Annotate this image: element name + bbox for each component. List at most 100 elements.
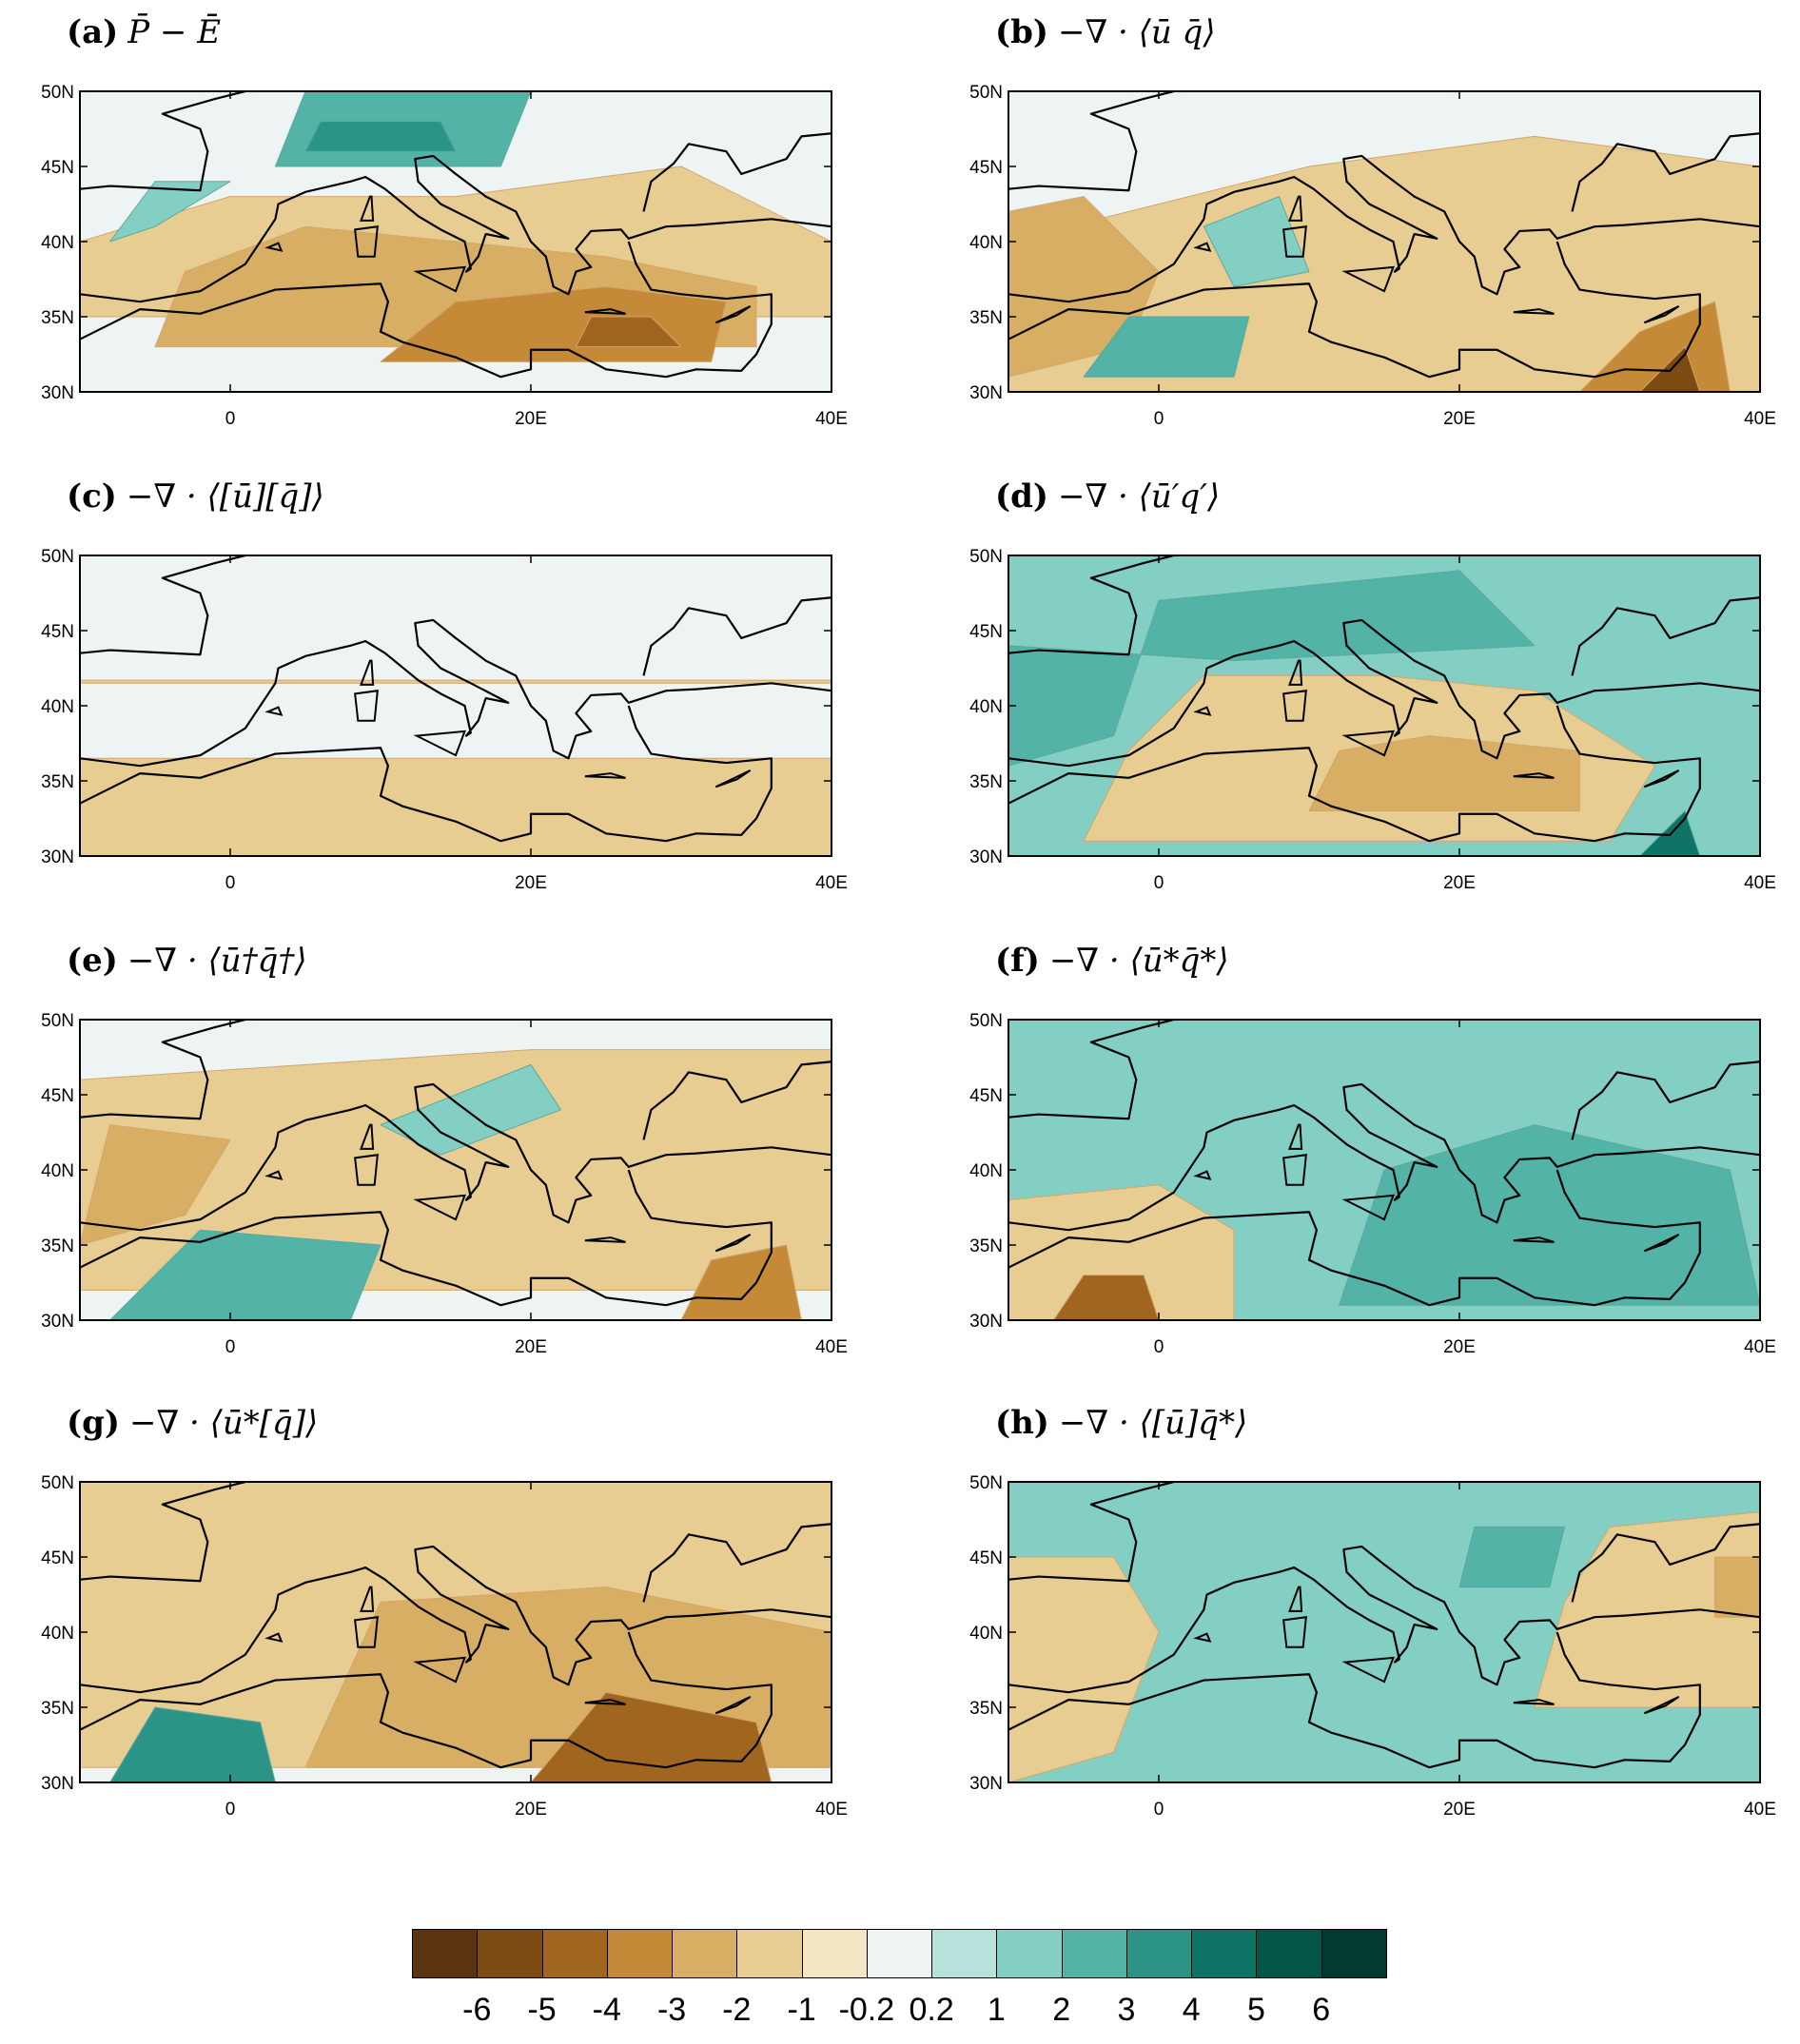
x-tick-label: 0 bbox=[1154, 1337, 1164, 1357]
y-tick-label: 40N bbox=[969, 697, 1003, 717]
contour-patch bbox=[1083, 316, 1250, 378]
x-tick-label: 20E bbox=[515, 1337, 547, 1357]
island-outline bbox=[1282, 225, 1307, 258]
contour-patch bbox=[80, 757, 832, 856]
x-tick-label: 0 bbox=[225, 873, 236, 893]
island-outline bbox=[1288, 1586, 1303, 1612]
island-outline bbox=[1513, 1699, 1555, 1705]
panel-e: (e) −∇ · ⟨ū†q̄†⟩ 30N 35N 40N 45N 50N 0 20E 40E bbox=[0, 928, 856, 1366]
panel-expression: −∇ · ⟨ū†q̄†⟩ bbox=[127, 942, 307, 980]
island-outline bbox=[1341, 1194, 1395, 1221]
y-tick-label: 35N bbox=[969, 308, 1003, 328]
y-tick-label: 50N bbox=[41, 1011, 74, 1031]
contour-patch bbox=[109, 1229, 382, 1320]
colorbar-label: 4 bbox=[1182, 1992, 1201, 2028]
island-outline bbox=[1282, 1154, 1307, 1186]
island-outline bbox=[413, 1656, 466, 1684]
colorbar-swatch bbox=[996, 1929, 1063, 1978]
y-tick-label: 50N bbox=[41, 83, 74, 103]
y-tick-label: 30N bbox=[969, 383, 1003, 403]
coastline bbox=[80, 1082, 832, 1232]
coastline bbox=[80, 1169, 773, 1307]
colorbar-label: -5 bbox=[527, 1992, 557, 2028]
island-outline bbox=[1193, 1170, 1212, 1180]
coastline bbox=[1008, 91, 1175, 192]
island-outline bbox=[1193, 706, 1212, 716]
colorbar-swatch bbox=[606, 1929, 674, 1978]
coastline bbox=[80, 705, 773, 843]
panel-title: (f) −∇ · ⟨ū*q̄*⟩ bbox=[995, 942, 1229, 980]
island-outline bbox=[584, 1236, 626, 1243]
x-tick-label: 20E bbox=[515, 873, 547, 893]
coastline bbox=[1008, 555, 1175, 656]
coastline bbox=[1008, 618, 1760, 768]
y-tick-label: 50N bbox=[969, 1473, 1003, 1493]
y-tick-label: 45N bbox=[969, 622, 1003, 642]
y-tick-label: 35N bbox=[969, 772, 1003, 792]
y-tick-label: 40N bbox=[969, 1161, 1003, 1181]
island-outline bbox=[264, 1632, 284, 1643]
island-outline bbox=[354, 1154, 379, 1186]
coastline bbox=[80, 1482, 246, 1583]
map-g: 30N 35N 40N 45N 50N 0 20E 40E bbox=[41, 1473, 848, 1820]
x-tick-label: 0 bbox=[1154, 409, 1164, 429]
panel-letter: (d) bbox=[995, 477, 1048, 516]
y-tick-label: 35N bbox=[41, 772, 74, 792]
colorbar-label: -2 bbox=[722, 1992, 752, 2028]
x-tick-label: 0 bbox=[1154, 873, 1164, 893]
island-outline bbox=[354, 690, 379, 722]
island-outline bbox=[1341, 1656, 1395, 1684]
island-outline bbox=[714, 1234, 752, 1253]
x-tick-label: 40E bbox=[815, 1800, 848, 1820]
colorbar-swatch bbox=[736, 1929, 803, 1978]
coastline bbox=[1571, 1061, 1760, 1140]
colorbar-swatch bbox=[1061, 1929, 1127, 1978]
coastline bbox=[1571, 1523, 1760, 1603]
x-tick-label: 40E bbox=[1744, 873, 1776, 893]
island-outline bbox=[264, 706, 284, 716]
coastline bbox=[80, 154, 832, 303]
contour-patch bbox=[1008, 1184, 1235, 1320]
coastline bbox=[80, 555, 246, 656]
colorbar-label: 3 bbox=[1117, 1992, 1136, 2028]
contour-patch bbox=[1008, 1556, 1160, 1782]
island-outline bbox=[354, 225, 379, 258]
y-tick-label: 45N bbox=[41, 158, 74, 178]
island-outline bbox=[584, 772, 626, 779]
map-c: 30N 35N 40N 45N 50N 0 20E 40E bbox=[41, 547, 848, 893]
colorbar-label: 1 bbox=[987, 1992, 1006, 2028]
panel-letter: (g) bbox=[67, 1404, 120, 1442]
island-outline bbox=[264, 242, 284, 252]
colorbar-swatch bbox=[801, 1929, 868, 1978]
panel-title: (d) −∇ · ⟨ū′q′⟩ bbox=[995, 477, 1220, 516]
colorbar-swatch bbox=[1125, 1929, 1193, 1978]
coastline bbox=[1571, 596, 1760, 676]
contour-patch bbox=[1203, 196, 1310, 287]
island-outline bbox=[714, 1696, 752, 1715]
panel-a: (a) P̄ − Ē 30N 35N 40N 45N 50N 0 20E 40E bbox=[0, 0, 856, 438]
contour-patch bbox=[80, 1124, 231, 1246]
x-tick-label: 40E bbox=[815, 409, 848, 429]
y-tick-label: 50N bbox=[969, 1011, 1003, 1031]
contour-patch bbox=[1339, 1124, 1760, 1306]
y-tick-label: 50N bbox=[969, 83, 1003, 103]
island-outline bbox=[360, 659, 375, 686]
colorbar-swatch bbox=[541, 1929, 608, 1978]
island-outline bbox=[1341, 730, 1395, 757]
y-tick-label: 35N bbox=[41, 1236, 74, 1256]
coastline bbox=[80, 618, 832, 768]
x-tick-label: 40E bbox=[1744, 1800, 1776, 1820]
panel-g: (g) −∇ · ⟨ū*[q̄]⟩ 30N 35N 40N 45N 50N 0 20E 40E bbox=[0, 1391, 856, 1828]
panel-expression: −∇ · ⟨ū*[q̄]⟩ bbox=[128, 1404, 319, 1442]
colorbar-swatch bbox=[412, 1929, 479, 1978]
coastline bbox=[642, 1523, 832, 1603]
panel-expression: −∇ · ⟨ū q̄⟩ bbox=[1057, 13, 1216, 51]
island-outline bbox=[1193, 1632, 1212, 1643]
colorbar-label: -3 bbox=[656, 1992, 687, 2028]
coastline bbox=[642, 596, 832, 676]
coastline bbox=[1008, 241, 1701, 379]
coastline bbox=[1008, 1082, 1760, 1232]
colorbar: -6 -5 -4 -3 -2 -1 -0.2 0.2 1 2 3 4 5 6 bbox=[412, 1929, 1387, 2034]
colorbar-swatch bbox=[931, 1929, 998, 1978]
contour-patch bbox=[1714, 1556, 1760, 1618]
